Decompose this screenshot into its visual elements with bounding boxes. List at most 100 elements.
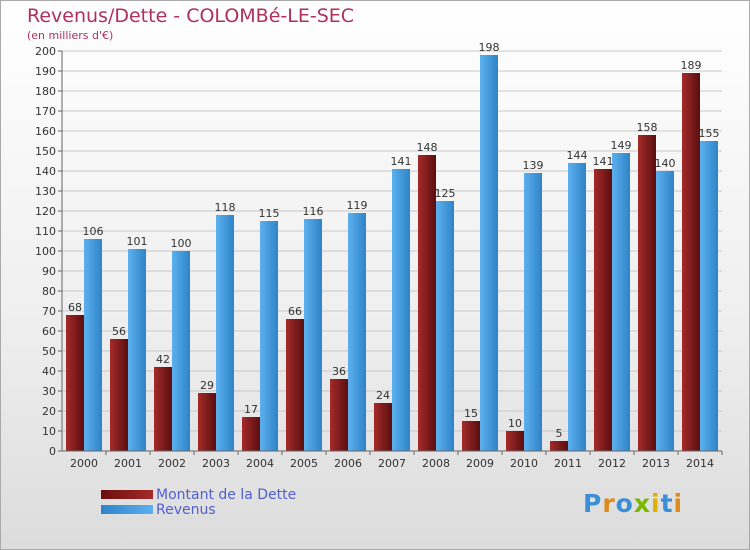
labels: 0 10 20 30 40 50 60 70 80 90 100 110 120 130 140 150 160…	[35, 41, 720, 470]
bar-revenus-2002	[172, 251, 190, 451]
logo-letter: P	[583, 489, 603, 518]
y-tick-label-150: 150	[35, 145, 56, 158]
x-tick-label-2008: 2008	[422, 457, 450, 470]
value-label-revenus-2004: 115	[259, 207, 280, 220]
y-tick-label-180: 180	[35, 85, 56, 98]
value-label-debt-2009: 15	[464, 407, 478, 420]
bar-revenus-2005	[304, 219, 322, 451]
bar-revenus-2013	[656, 171, 674, 451]
bars	[66, 55, 718, 451]
logo-letter: o	[615, 489, 634, 518]
y-tick-label-120: 120	[35, 205, 56, 218]
y-tick-label-0: 0	[49, 445, 56, 458]
bar-debt-2014	[682, 73, 700, 451]
value-label-revenus-2001: 101	[127, 235, 148, 248]
bar-revenus-2003	[216, 215, 234, 451]
value-label-debt-2007: 24	[376, 389, 390, 402]
x-tick-label-2014: 2014	[686, 457, 714, 470]
value-label-revenus-2009: 198	[479, 41, 500, 54]
bar-revenus-2006	[348, 213, 366, 451]
logo-letter: i	[673, 489, 684, 518]
legend-swatch-debt	[101, 490, 153, 499]
y-tick-label-170: 170	[35, 105, 56, 118]
bar-revenus-2008	[436, 201, 454, 451]
y-tick-label-200: 200	[35, 45, 56, 58]
y-tick-label-140: 140	[35, 165, 56, 178]
value-label-revenus-2012: 149	[611, 139, 632, 152]
bar-debt-2011	[550, 441, 568, 451]
value-label-debt-2014: 189	[681, 59, 702, 72]
x-tick-label-2007: 2007	[378, 457, 406, 470]
bar-debt-2008	[418, 155, 436, 451]
legend-label-debt: Montant de la Dette	[156, 487, 297, 503]
x-tick-label-2003: 2003	[202, 457, 230, 470]
x-tick-label-2000: 2000	[70, 457, 98, 470]
bar-debt-2001	[110, 339, 128, 451]
y-tick-label-70: 70	[42, 305, 56, 318]
x-tick-label-2010: 2010	[510, 457, 538, 470]
y-tick-label-10: 10	[42, 425, 56, 438]
value-label-debt-2012: 141	[593, 155, 614, 168]
x-tick-label-2006: 2006	[334, 457, 362, 470]
value-label-debt-2003: 29	[200, 379, 214, 392]
value-label-revenus-2014: 155	[699, 127, 720, 140]
x-tick-label-2013: 2013	[642, 457, 670, 470]
y-tick-label-40: 40	[42, 365, 56, 378]
legend-swatch-revenus	[101, 505, 153, 514]
value-label-debt-2013: 158	[637, 121, 658, 134]
value-label-debt-2004: 17	[244, 403, 258, 416]
y-tick-label-130: 130	[35, 185, 56, 198]
value-label-debt-2006: 36	[332, 365, 346, 378]
x-tick-label-2004: 2004	[246, 457, 274, 470]
bar-debt-2007	[374, 403, 392, 451]
value-label-debt-2011: 5	[556, 427, 563, 440]
value-label-revenus-2008: 125	[435, 187, 456, 200]
value-label-revenus-2000: 106	[83, 225, 104, 238]
bar-revenus-2012	[612, 153, 630, 451]
value-label-revenus-2011: 144	[567, 149, 588, 162]
axes	[58, 50, 723, 455]
bar-revenus-2011	[568, 163, 586, 451]
logo-letter: t	[660, 489, 674, 518]
bar-revenus-2009	[480, 55, 498, 451]
value-label-debt-2001: 56	[112, 325, 126, 338]
chart-subtitle: (en milliers d'€)	[27, 29, 114, 42]
bar-debt-2012	[594, 169, 612, 451]
bar-debt-2009	[462, 421, 480, 451]
y-tick-label-30: 30	[42, 385, 56, 398]
x-tick-label-2012: 2012	[598, 457, 626, 470]
value-label-debt-2005: 66	[288, 305, 302, 318]
value-label-revenus-2002: 100	[171, 237, 192, 250]
y-tick-label-190: 190	[35, 65, 56, 78]
y-tick-label-100: 100	[35, 245, 56, 258]
bar-revenus-2014	[700, 141, 718, 451]
bar-revenus-2004	[260, 221, 278, 451]
y-tick-label-90: 90	[42, 265, 56, 278]
value-label-revenus-2007: 141	[391, 155, 412, 168]
y-tick-label-110: 110	[35, 225, 56, 238]
x-tick-label-2009: 2009	[466, 457, 494, 470]
bar-revenus-2001	[128, 249, 146, 451]
value-label-revenus-2010: 139	[523, 159, 544, 172]
logo-letter: i	[651, 489, 661, 518]
value-label-revenus-2006: 119	[347, 199, 368, 212]
chart-title: Revenus/Dette - COLOMBé-LE-SEC	[27, 5, 355, 27]
bar-debt-2003	[198, 393, 216, 451]
y-tick-label-60: 60	[42, 325, 56, 338]
value-label-debt-2010: 10	[508, 417, 522, 430]
bar-revenus-2010	[524, 173, 542, 451]
bar-revenus-2000	[84, 239, 102, 451]
bar-debt-2002	[154, 367, 172, 451]
value-label-revenus-2003: 118	[215, 201, 236, 214]
bar-debt-2006	[330, 379, 348, 451]
value-label-debt-2002: 42	[156, 353, 170, 366]
value-label-debt-2008: 148	[417, 141, 438, 154]
bar-debt-2004	[242, 417, 260, 451]
proxiti-logo: Proxiti	[583, 489, 683, 518]
bar-debt-2000	[66, 315, 84, 451]
value-label-debt-2000: 68	[68, 301, 82, 314]
logo-letter: r	[602, 489, 616, 518]
x-tick-label-2011: 2011	[554, 457, 582, 470]
x-tick-label-2002: 2002	[158, 457, 186, 470]
